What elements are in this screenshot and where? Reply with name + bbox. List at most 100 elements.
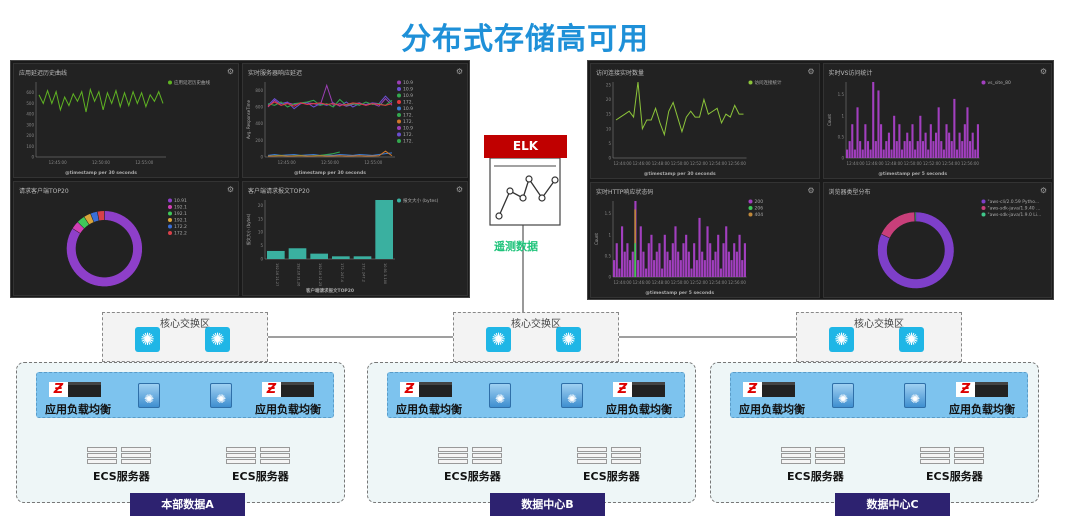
legend-label: 172. [403,132,413,138]
load-balancer-device-icon[interactable] [975,382,1008,397]
ecs-server-icon[interactable] [87,447,117,464]
x-tick-label: 12:54:00 [941,161,959,166]
y-tick-label: 0 [260,257,263,262]
panel-title: 请求客户端TOP20 [19,188,69,195]
panel-title: 实时HTTP响应状态码 [596,189,654,196]
bar [623,251,626,277]
bar [733,243,736,277]
gear-icon[interactable]: ⚙ [226,67,234,76]
y-tick-label: 5 [260,243,263,248]
dashboard-panel: 浏览器类型分布 "aws-cli/2.0.59 Pytho... "aws-sdk-… [822,182,1052,298]
panel-title: 访问连接实时数量 [596,70,645,77]
bar [960,141,963,158]
core-switch-zone [796,312,962,362]
aggregation-switch-icon[interactable]: ✺ [561,383,583,408]
ecs-server-icon[interactable] [438,447,468,464]
x-axis-label: 客户端请求报文TOP20 [306,287,354,294]
bar [850,124,853,158]
x-axis-label: @timestamp per 30 seconds [294,170,366,176]
x-axis-label: @timestamp per 5 seconds [645,290,714,296]
bar [645,268,648,277]
ecs-server-icon[interactable] [611,447,641,464]
bar [879,124,882,158]
load-balancer-device-icon[interactable] [281,382,314,397]
load-balancer-logo-icon: Ƶ [613,382,632,397]
x-tick-label: 12:56:00 [728,280,746,285]
aggregation-switch-icon[interactable]: ✺ [832,383,854,408]
x-axis-label: @timestamp per 30 seconds [65,170,137,176]
legend-label: 172. [403,100,413,106]
load-balancer-device-icon[interactable] [419,382,452,397]
page-title: 分布式存储高可用 [401,22,649,57]
bar [613,260,616,277]
load-balancer-logo-icon: Ƶ [49,382,68,397]
panel-title: 客户端请求报文TOP20 [248,188,310,195]
gear-icon[interactable]: ⚙ [455,67,463,76]
x-tick-label: 12:52:00 [690,161,708,166]
ecs-server-label: ECS服务器 [444,470,501,483]
core-switch-icon[interactable]: ✺ [829,327,854,352]
core-zone-label: 核心交换区 [854,319,904,330]
bar [695,260,698,277]
y-tick-label: 1 [841,113,844,118]
gear-icon[interactable]: ⚙ [226,185,234,194]
legend-label: "aws-cli/2.0.59 Pytho... [987,199,1039,205]
y-axis-label: Count [594,233,599,245]
x-tick-label: 12:54:00 [709,280,727,285]
bar [958,132,961,158]
bar [743,243,746,277]
bar [727,251,730,277]
ecs-server-icon[interactable] [920,447,950,464]
bar [900,149,903,158]
bar [637,260,640,277]
gear-icon[interactable]: ⚙ [1039,186,1047,195]
legend-label: 172. [403,139,413,145]
gear-icon[interactable]: ⚙ [807,67,815,76]
series-line [615,81,744,137]
bar [658,243,661,277]
y-tick-label: 15 [606,112,612,117]
ecs-server-icon[interactable] [815,447,845,464]
series-line [267,152,393,156]
core-switch-icon[interactable]: ✺ [486,327,511,352]
ecs-server-icon[interactable] [954,447,984,464]
load-balancer-device-icon[interactable] [68,382,101,397]
legend-swatch [397,100,401,104]
aggregation-switch-icon[interactable]: ✺ [138,383,160,408]
aggregation-switch-icon[interactable]: ✺ [210,383,232,408]
core-switch-icon[interactable]: ✺ [205,327,230,352]
bar [866,141,869,158]
aggregation-switch-icon[interactable]: ✺ [904,383,926,408]
ecs-server-icon[interactable] [121,447,151,464]
load-balancer-device-icon[interactable] [762,382,795,397]
gear-icon[interactable]: ⚙ [1039,67,1047,76]
bar [869,149,872,158]
gear-icon[interactable]: ⚙ [455,185,463,194]
gear-icon[interactable]: ⚙ [807,186,815,195]
ecs-server-icon[interactable] [226,447,256,464]
bar [918,115,921,158]
x-tick-label: 12:45:00 [278,160,296,165]
y-tick-label: 500 [26,101,34,106]
bar [310,253,328,259]
load-balancer-device-icon[interactable] [632,382,665,397]
y-tick-label: 400 [255,121,263,126]
bar [976,124,979,158]
ecs-server-label: ECS服务器 [926,470,983,483]
ecs-server-icon[interactable] [577,447,607,464]
core-switch-icon[interactable]: ✺ [899,327,924,352]
legend-label: 10.9 [403,106,413,112]
y-tick-label: 0 [841,156,844,161]
x-tick-label: 12:50:00 [92,160,110,165]
x-tick-label: 12:54:00 [709,161,727,166]
ecs-server-icon[interactable] [472,447,502,464]
ecs-server-icon[interactable] [260,447,290,464]
legend-swatch [981,206,985,210]
legend-swatch [981,212,985,217]
ecs-server-icon[interactable] [781,447,811,464]
core-switch-icon[interactable]: ✺ [135,327,160,352]
bar [669,260,672,277]
load-balancer-logo-icon: Ƶ [743,382,762,397]
core-switch-icon[interactable]: ✺ [556,327,581,352]
aggregation-switch-icon[interactable]: ✺ [489,383,511,408]
